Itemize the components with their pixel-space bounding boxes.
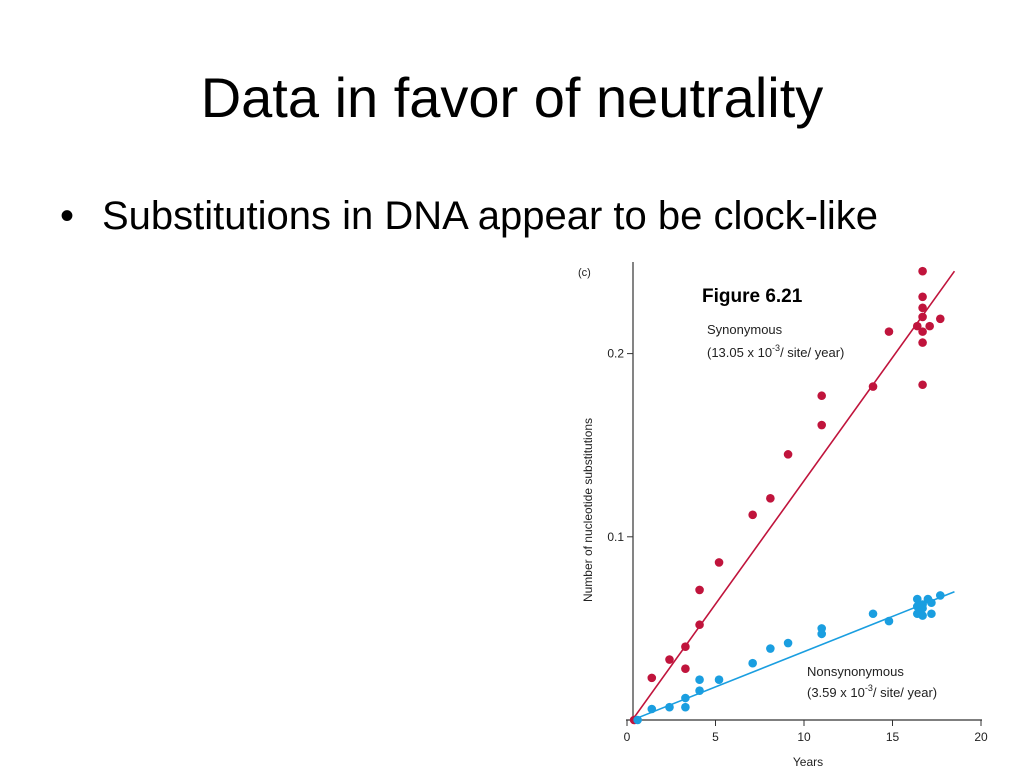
nonsynonymous-rate: (3.59 x 10-3/ site/ year): [807, 683, 937, 700]
trend-lines: [631, 270, 956, 721]
synonymous-point: [695, 585, 704, 595]
synonymous-point: [665, 655, 674, 664]
synonymous-point: [912, 321, 922, 331]
nonsynonymous-point: [817, 624, 826, 633]
nonsynonymous-point: [927, 598, 936, 608]
x-tick-label: 10: [797, 730, 811, 744]
nonsynonymous-point: [783, 638, 793, 648]
x-tick-label: 15: [886, 730, 900, 744]
x-tick-label: 20: [974, 730, 988, 744]
synonymous-label: Synonymous (13.05 x 10-3/ site/ year): [707, 322, 844, 360]
nonsynonymous-point: [868, 609, 878, 619]
nonsynonymous-rate-base: (3.59 x 10: [807, 685, 865, 700]
y-tick-label: 0.1: [607, 530, 624, 544]
panel-label: (c): [578, 267, 591, 279]
synonymous-point: [918, 312, 927, 322]
slide-title: Data in favor of neutrality: [200, 66, 824, 129]
x-ticks: 0 5 10 15 20: [624, 720, 988, 744]
nonsynonymous-point: [681, 693, 690, 703]
y-tick-label: 0.2: [607, 347, 624, 361]
synonymous-series-name: Synonymous: [707, 322, 783, 337]
synonymous-point: [681, 664, 690, 674]
bullet-list: • Substitutions in DNA appear to be cloc…: [60, 190, 940, 242]
synonymous-point: [783, 450, 793, 459]
synonymous-point: [918, 327, 927, 336]
nonsynonymous-point: [681, 702, 690, 712]
synonymous-rate-suffix: / site/ year): [780, 345, 844, 360]
nonsynonymous-point: [714, 675, 724, 684]
nonsynonymous-rate-suffix: / site/ year): [873, 685, 937, 700]
bullet-item: • Substitutions in DNA appear to be cloc…: [60, 190, 940, 242]
nonsynonymous-point: [633, 715, 642, 725]
synonymous-point: [918, 266, 927, 276]
x-tick-label: 0: [624, 730, 631, 744]
synonymous-trend-line: [631, 270, 956, 721]
x-axis-title: Years: [793, 755, 823, 768]
y-ticks: 0.1 0.2: [607, 347, 633, 544]
synonymous-rate-base: (13.05 x 10: [707, 345, 772, 360]
synonymous-point: [817, 391, 826, 401]
nonsynonymous-point: [884, 616, 894, 626]
synonymous-point: [681, 642, 690, 652]
nonsynonymous-point: [918, 600, 927, 609]
nonsynonymous-point: [912, 594, 922, 604]
nonsynonymous-series-name: Nonsynonymous: [807, 664, 904, 679]
y-axis-title: Number of nucleotide substitutions: [581, 418, 595, 602]
synonymous-rate-exponent: -3: [772, 343, 780, 353]
synonymous-point: [925, 321, 934, 331]
synonymous-point: [868, 382, 878, 391]
nonsynonymous-point: [695, 675, 704, 684]
nonsynonymous-point: [695, 686, 704, 695]
bullet-icon: •: [60, 194, 75, 238]
synonymous-point: [918, 380, 927, 390]
data-points: [629, 266, 945, 725]
synonymous-rate: (13.05 x 10-3/ site/ year): [707, 343, 844, 360]
nonsynonymous-point: [935, 591, 945, 600]
figure-caption: Figure 6.21: [702, 286, 803, 307]
nonsynonymous-point: [647, 704, 657, 714]
nonsynonymous-rate-exponent: -3: [865, 683, 873, 693]
nonsynonymous-point: [927, 609, 936, 619]
bullet-text: Substitutions in DNA appear to be clock-…: [102, 194, 878, 238]
nonsynonymous-trend-line: [632, 591, 955, 721]
nonsynonymous-point: [665, 702, 674, 712]
nonsynonymous-point: [766, 644, 775, 653]
synonymous-point: [918, 303, 927, 313]
x-tick-label: 5: [712, 730, 719, 744]
nonsynonymous-point: [748, 658, 757, 668]
synonymous-point: [748, 510, 757, 520]
synonymous-point: [918, 292, 927, 302]
synonymous-point: [695, 620, 704, 630]
synonymous-point: [918, 338, 927, 347]
synonymous-point: [935, 314, 945, 324]
nonsynonymous-label: Nonsynonymous (3.59 x 10-3/ site/ year): [807, 664, 937, 700]
nonsynonymous-point: [918, 611, 927, 620]
synonymous-point: [714, 558, 724, 567]
synonymous-point: [884, 327, 894, 336]
synonymous-point: [766, 494, 775, 503]
synonymous-point: [817, 420, 826, 430]
synonymous-point: [647, 673, 657, 683]
